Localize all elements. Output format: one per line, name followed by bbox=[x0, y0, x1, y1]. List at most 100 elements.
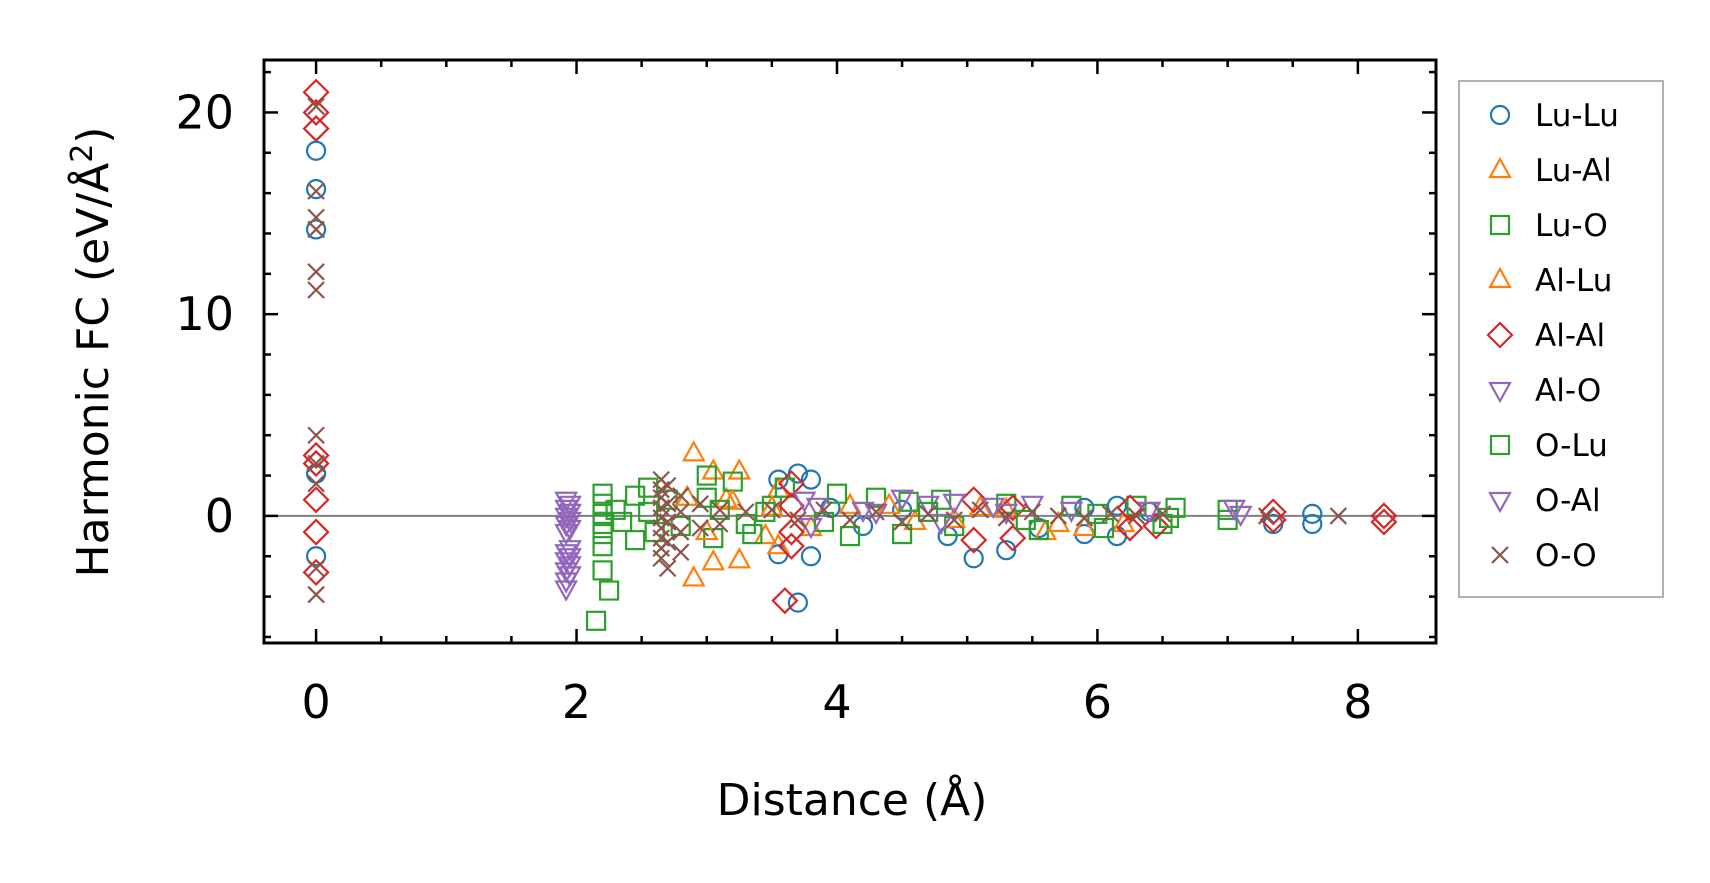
legend-entry: Al-O bbox=[1488, 373, 1601, 409]
data-point bbox=[302, 78, 330, 106]
data-point bbox=[800, 546, 822, 567]
data-point bbox=[691, 519, 710, 537]
data-point bbox=[709, 499, 730, 520]
data-point bbox=[710, 501, 729, 519]
data-point bbox=[1153, 505, 1172, 523]
legend-marker bbox=[1488, 491, 1512, 514]
legend-entry: Al-Lu bbox=[1488, 263, 1612, 299]
data-point bbox=[1370, 502, 1398, 530]
legend-entry: Lu-Al bbox=[1488, 153, 1612, 189]
y-tick-label: 20 bbox=[175, 85, 234, 139]
data-point bbox=[658, 533, 677, 551]
data-point bbox=[1142, 512, 1170, 540]
data-point bbox=[919, 505, 937, 523]
data-point bbox=[826, 483, 848, 504]
y-tick-label: 0 bbox=[205, 489, 234, 543]
x-tick-label: 4 bbox=[822, 675, 851, 729]
y-axis-label-main: Harmonic FC (eV/Å bbox=[66, 163, 119, 578]
data-point bbox=[592, 560, 613, 581]
legend-label: Al-Lu bbox=[1535, 263, 1612, 299]
data-point bbox=[307, 263, 325, 281]
plot-frame bbox=[262, 58, 1438, 645]
legend-label: Lu-O bbox=[1535, 208, 1608, 244]
data-point bbox=[890, 489, 914, 512]
data-point bbox=[681, 565, 706, 587]
legend-entry: O-Al bbox=[1488, 483, 1601, 519]
data-point bbox=[960, 526, 988, 554]
legend-entry: Lu-O bbox=[1489, 208, 1608, 244]
x-tick-label: 6 bbox=[1083, 675, 1112, 729]
data-point bbox=[971, 501, 990, 519]
data-point bbox=[305, 219, 327, 240]
legend-marker bbox=[1491, 546, 1509, 564]
data-point bbox=[771, 587, 799, 615]
data-point bbox=[1222, 499, 1247, 522]
y-axis-label-exponent: 2 bbox=[65, 144, 100, 163]
data-point bbox=[727, 547, 752, 569]
data-point bbox=[1059, 501, 1084, 524]
data-point bbox=[307, 97, 325, 116]
data-point bbox=[999, 524, 1027, 552]
data-point bbox=[996, 540, 1017, 561]
data-point bbox=[945, 511, 963, 529]
data-point bbox=[851, 501, 875, 524]
data-point bbox=[681, 440, 706, 462]
data-point bbox=[691, 495, 710, 513]
data-point bbox=[735, 513, 756, 535]
data-point bbox=[658, 513, 677, 531]
legend-marker bbox=[1489, 214, 1511, 236]
data-point bbox=[592, 536, 613, 557]
data-point bbox=[658, 476, 677, 495]
data-point bbox=[554, 580, 578, 602]
legend-marker bbox=[1488, 266, 1512, 289]
data-point bbox=[302, 98, 330, 127]
data-point bbox=[891, 523, 913, 545]
data-point bbox=[1101, 505, 1120, 523]
data-point bbox=[714, 486, 739, 508]
data-point bbox=[671, 486, 690, 505]
data-point bbox=[302, 441, 330, 469]
legend-marker bbox=[1486, 321, 1514, 349]
data-point bbox=[960, 486, 988, 514]
legend-label: Al-O bbox=[1535, 373, 1601, 409]
data-point bbox=[727, 458, 752, 480]
legend-label: O-Lu bbox=[1535, 428, 1608, 464]
data-point bbox=[777, 470, 805, 498]
legend-marker bbox=[1488, 381, 1512, 404]
y-tick-label: 10 bbox=[175, 287, 234, 341]
data-point bbox=[800, 469, 822, 490]
data-point bbox=[787, 592, 809, 613]
legend: Lu-Lu Lu-Al Lu-O Al-Lu Al-Al Al-O O-Lu O-Al O-O bbox=[1486, 98, 1619, 574]
data-point bbox=[737, 503, 755, 521]
data-point bbox=[307, 426, 325, 444]
data-point bbox=[815, 501, 833, 519]
data-point bbox=[777, 532, 805, 560]
data-point bbox=[305, 179, 327, 200]
data-point bbox=[1302, 503, 1323, 524]
data-point bbox=[1257, 507, 1276, 525]
data-point bbox=[916, 495, 941, 518]
data-point bbox=[839, 525, 861, 547]
data-point bbox=[305, 546, 327, 567]
data-markers bbox=[302, 78, 1398, 631]
data-point bbox=[997, 509, 1016, 527]
data-point bbox=[1075, 509, 1094, 527]
data-point bbox=[867, 503, 885, 521]
data-point bbox=[302, 449, 330, 478]
data-point bbox=[302, 558, 330, 586]
data-point bbox=[605, 499, 626, 520]
data-point bbox=[1023, 503, 1042, 521]
data-point bbox=[558, 566, 582, 588]
legend-marker bbox=[1489, 434, 1511, 456]
data-point bbox=[671, 503, 690, 521]
data-point bbox=[302, 486, 330, 514]
data-point bbox=[1329, 507, 1348, 525]
data-point bbox=[307, 559, 325, 578]
data-point bbox=[931, 489, 952, 510]
data-point bbox=[658, 495, 677, 513]
data-point bbox=[710, 515, 729, 533]
data-point bbox=[701, 549, 726, 571]
y-axis-label: Harmonic FC (eV/Å2) bbox=[65, 127, 119, 578]
data-point bbox=[307, 454, 325, 473]
data-point bbox=[307, 220, 325, 239]
